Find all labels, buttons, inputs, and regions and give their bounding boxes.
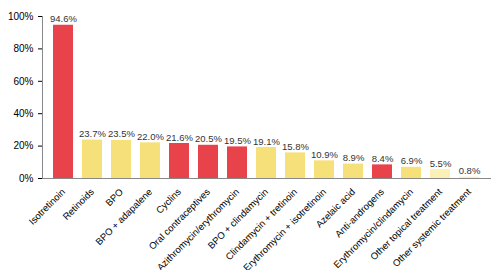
svg-text:100%: 100% — [8, 11, 34, 22]
svg-text:8.9%: 8.9% — [343, 152, 365, 163]
svg-text:21.6%: 21.6% — [166, 132, 193, 143]
svg-text:10.9%: 10.9% — [311, 149, 338, 160]
svg-text:Isotretinoin: Isotretinoin — [26, 186, 67, 227]
svg-text:94.6%: 94.6% — [50, 13, 77, 24]
svg-text:0.8%: 0.8% — [459, 165, 481, 176]
svg-text:20.5%: 20.5% — [195, 133, 222, 144]
svg-text:Azelaic acid: Azelaic acid — [313, 186, 358, 230]
svg-text:Clindamycin + tretinoin: Clindamycin + tretinoin — [223, 186, 300, 262]
svg-text:60%: 60% — [13, 76, 33, 87]
svg-text:40%: 40% — [13, 108, 33, 119]
svg-text:80%: 80% — [13, 43, 33, 54]
svg-text:0%: 0% — [19, 173, 34, 184]
svg-text:5.5%: 5.5% — [430, 158, 452, 169]
svg-text:BPO + adapalene: BPO + adapalene — [93, 186, 154, 247]
svg-text:Oral contraceptives: Oral contraceptives — [146, 186, 213, 252]
svg-text:23.7%: 23.7% — [79, 128, 106, 139]
svg-text:Anti-androgens: Anti-androgens — [333, 186, 387, 240]
svg-text:BPO: BPO — [103, 186, 125, 208]
svg-text:22.0%: 22.0% — [137, 131, 164, 142]
svg-text:19.1%: 19.1% — [253, 136, 280, 147]
svg-text:Cyclins: Cyclins — [153, 186, 184, 216]
svg-text:23.5%: 23.5% — [108, 128, 135, 139]
svg-text:Other systemic treatment: Other systemic treatment — [390, 186, 473, 269]
svg-text:15.8%: 15.8% — [282, 141, 309, 152]
svg-text:Erythromycin + isotretinoin: Erythromycin + isotretinoin — [241, 186, 328, 270]
svg-text:20%: 20% — [13, 140, 33, 151]
svg-text:Other topical treatment: Other topical treatment — [368, 186, 445, 263]
svg-text:Retinoids: Retinoids — [60, 186, 96, 222]
svg-text:8.4%: 8.4% — [372, 153, 394, 164]
svg-text:19.5%: 19.5% — [224, 135, 251, 146]
svg-text:6.9%: 6.9% — [401, 155, 423, 166]
svg-text:BPO + clindamycin: BPO + clindamycin — [205, 186, 271, 251]
